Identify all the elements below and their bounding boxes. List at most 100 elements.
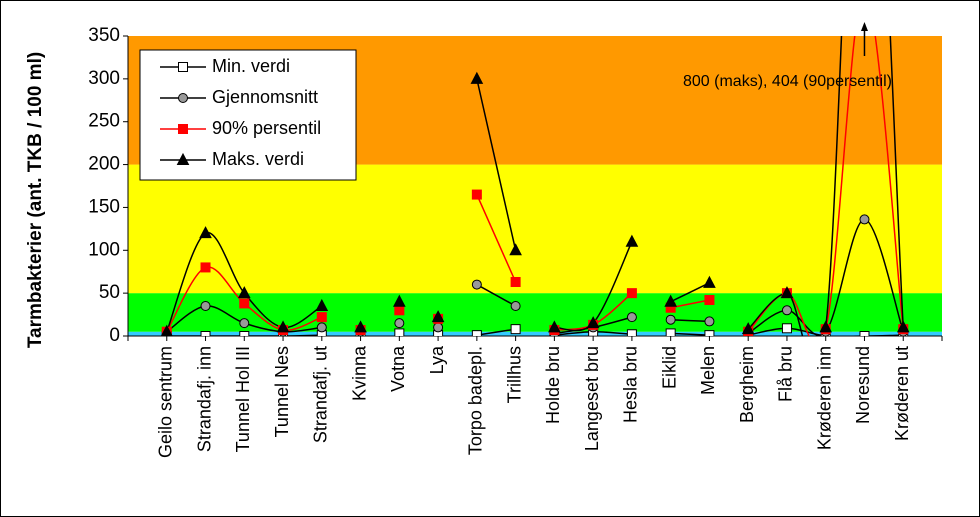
data-point xyxy=(431,310,445,323)
data-point xyxy=(586,316,600,329)
data-point xyxy=(819,320,833,333)
data-point xyxy=(664,294,677,307)
data-point xyxy=(316,322,327,333)
annotation: 800 (maks), 404 (90persentil) xyxy=(683,73,892,90)
data-point xyxy=(665,314,676,325)
data-point xyxy=(626,329,637,336)
series-line xyxy=(166,232,323,332)
legend-marker xyxy=(178,93,188,103)
x-tick-label: Lya xyxy=(427,345,447,374)
data-point xyxy=(471,279,482,290)
x-tick-label: Noresund xyxy=(853,346,873,424)
x-tick-label: Bergheim xyxy=(737,346,757,423)
series-line xyxy=(166,334,322,336)
y-tick-label: 150 xyxy=(88,196,120,217)
x-tick-label: Flå bru xyxy=(776,346,796,402)
series-line xyxy=(476,194,517,283)
data-point xyxy=(394,305,405,316)
data-point xyxy=(548,320,561,333)
y-tick-label: 100 xyxy=(88,239,120,260)
data-point xyxy=(470,71,484,84)
data-point xyxy=(704,330,715,336)
data-point xyxy=(626,312,637,323)
y-tick-label: 0 xyxy=(109,325,120,346)
data-point xyxy=(394,328,405,336)
x-tick-label: Votna xyxy=(388,345,408,392)
legend-marker xyxy=(178,62,188,72)
legend-label: 90% persentil xyxy=(212,118,321,138)
data-point xyxy=(394,318,405,329)
data-point xyxy=(239,331,250,336)
data-point xyxy=(703,275,716,288)
x-tick-label: Hesla bru xyxy=(621,346,641,423)
data-point xyxy=(781,305,792,316)
x-tick-label: Torpo badepl. xyxy=(466,346,486,455)
x-tick-label: Eiklid xyxy=(659,346,679,389)
data-point xyxy=(393,294,406,307)
x-tick-label: Tunnel Hol III xyxy=(233,346,253,452)
data-point xyxy=(704,316,715,327)
background-band xyxy=(128,164,942,294)
series-line xyxy=(747,36,904,336)
y-tick-label: 50 xyxy=(99,282,120,303)
x-tick-label: Tunnel Nes xyxy=(272,346,292,437)
legend-label: Gjennomsnitt xyxy=(212,87,318,107)
series-line xyxy=(476,78,517,251)
legend-marker xyxy=(178,124,188,134)
x-tick-label: Krøderen ut xyxy=(892,346,912,441)
data-point xyxy=(239,298,250,309)
x-tick-label: Krøderen inn xyxy=(814,346,834,450)
data-point xyxy=(471,189,482,200)
annotation-arrowhead xyxy=(860,22,868,31)
data-point xyxy=(315,298,329,311)
x-tick-label: Melen xyxy=(698,346,718,395)
data-point xyxy=(859,331,870,336)
markers xyxy=(160,71,910,336)
data-point xyxy=(510,324,521,335)
data-point xyxy=(200,331,211,336)
y-axis-title: Tarmbakterier (ant. TKB / 100 ml) xyxy=(25,52,46,348)
data-point xyxy=(316,312,327,323)
background-band xyxy=(128,293,942,332)
data-point xyxy=(199,226,212,239)
data-point xyxy=(859,214,870,225)
data-point xyxy=(276,320,290,333)
data-point xyxy=(354,320,367,333)
series-line xyxy=(748,327,904,336)
data-point xyxy=(160,324,173,336)
x-tick-label: Holde bru xyxy=(543,346,563,424)
legend-label: Maks. verdi xyxy=(212,149,304,169)
data-point xyxy=(200,262,211,273)
data-point xyxy=(200,301,211,311)
y-tick-label: 250 xyxy=(88,111,120,132)
data-point xyxy=(239,318,250,329)
data-point xyxy=(781,323,792,334)
x-tick-label: Kvinna xyxy=(349,345,369,401)
data-point xyxy=(741,322,755,335)
data-point xyxy=(626,288,637,299)
x-tick-label: Geilo sentrum xyxy=(156,346,176,458)
data-point xyxy=(237,286,251,299)
data-point xyxy=(471,330,482,336)
data-point xyxy=(665,328,676,336)
data-point xyxy=(510,277,521,287)
data-point xyxy=(510,301,521,311)
data-point xyxy=(509,243,522,256)
y-tick-label: 200 xyxy=(88,154,120,175)
x-tick-label: Strandafj. inn xyxy=(194,346,214,452)
y-tick-label: 300 xyxy=(88,68,120,89)
x-tick-label: Trillhus xyxy=(504,346,524,403)
x-tick-label: Langeset bru xyxy=(582,346,602,451)
background-band xyxy=(128,331,942,336)
data-point xyxy=(896,320,910,333)
data-point xyxy=(704,295,715,305)
y-tick-label: 350 xyxy=(88,25,120,46)
legend-label: Min. verdi xyxy=(212,56,290,76)
data-point xyxy=(625,234,639,247)
data-point xyxy=(780,286,794,299)
legend-box xyxy=(139,49,357,181)
legend-marker xyxy=(176,152,190,165)
data-point xyxy=(433,322,444,333)
x-tick-label: Strandafj. ut xyxy=(311,346,331,443)
